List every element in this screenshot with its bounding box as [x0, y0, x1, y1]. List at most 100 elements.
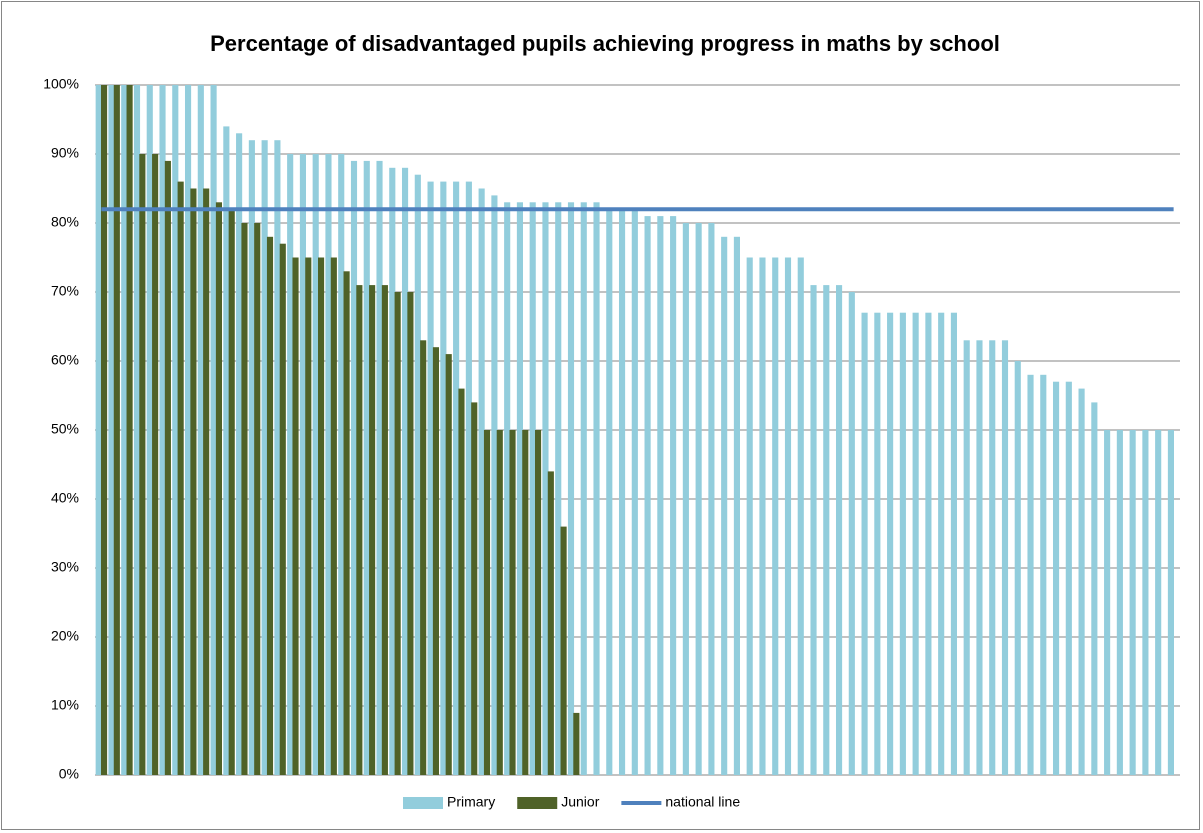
legend-label: Primary — [447, 794, 495, 810]
bar — [1129, 430, 1136, 775]
bar — [287, 154, 294, 775]
bar — [925, 312, 932, 775]
bar — [759, 257, 766, 775]
y-tick-label: 0% — [59, 766, 79, 782]
bar — [733, 236, 741, 776]
bar — [555, 202, 562, 776]
bar — [491, 195, 498, 775]
bar — [215, 202, 223, 776]
bar — [453, 181, 460, 776]
y-tick-label: 60% — [51, 352, 79, 368]
bar — [1104, 430, 1111, 775]
bar — [427, 181, 434, 776]
bar — [938, 312, 945, 775]
bar — [509, 430, 516, 775]
bar — [299, 154, 307, 775]
bar — [343, 271, 350, 775]
bar — [254, 223, 261, 775]
bar — [483, 430, 491, 775]
bar — [534, 430, 542, 775]
bar — [261, 140, 268, 775]
bar — [1091, 402, 1098, 775]
bar — [197, 85, 204, 775]
bar — [121, 85, 128, 775]
bar — [363, 160, 370, 775]
bar — [1116, 430, 1123, 775]
bar — [95, 85, 102, 775]
bar — [159, 85, 166, 775]
bar — [861, 312, 868, 775]
bar — [274, 140, 281, 775]
bar — [465, 181, 472, 776]
bar — [241, 223, 248, 775]
bar — [810, 285, 817, 775]
bar — [381, 285, 388, 775]
chart-title: Percentage of disadvantaged pupils achie… — [210, 31, 1000, 56]
bar — [330, 257, 337, 775]
bar — [317, 257, 325, 775]
bar — [139, 154, 146, 775]
bar — [522, 430, 529, 775]
bar — [350, 160, 358, 775]
bar — [682, 223, 689, 775]
bar — [203, 188, 210, 775]
bar — [644, 216, 651, 776]
bar — [950, 312, 958, 775]
bar — [279, 243, 286, 775]
bar — [529, 202, 536, 776]
bar — [963, 340, 970, 775]
bar — [1040, 374, 1047, 775]
bar — [133, 85, 141, 775]
bar — [1027, 374, 1034, 775]
bar — [458, 388, 465, 775]
bar — [989, 340, 996, 775]
bar — [504, 202, 511, 776]
legend-label: national line — [665, 794, 740, 810]
y-tick-label: 80% — [51, 214, 79, 230]
bar — [440, 181, 447, 776]
y-tick-label: 50% — [51, 421, 79, 437]
bar — [407, 292, 414, 775]
bar — [420, 340, 427, 775]
y-tick-label: 30% — [51, 559, 79, 575]
bar — [1052, 381, 1060, 775]
bar — [606, 209, 613, 775]
bar — [305, 257, 312, 775]
bar — [414, 174, 421, 775]
bar — [356, 285, 363, 775]
y-tick-label: 90% — [51, 145, 79, 161]
bar — [721, 236, 728, 776]
bar — [432, 347, 440, 775]
bar — [146, 85, 153, 775]
bar — [445, 354, 452, 775]
bar — [401, 167, 409, 776]
bar — [389, 167, 396, 776]
bar — [1065, 381, 1072, 775]
y-tick-label: 70% — [51, 283, 79, 299]
bar — [108, 85, 115, 775]
bar — [708, 223, 715, 775]
bar — [190, 188, 197, 775]
bar — [631, 209, 638, 775]
bar — [912, 312, 919, 775]
bar — [835, 285, 843, 775]
bar — [848, 292, 855, 775]
legend-swatch — [517, 797, 558, 809]
bar — [547, 471, 554, 775]
bar — [210, 85, 217, 775]
bar — [874, 312, 881, 775]
bar — [657, 216, 664, 776]
bar — [338, 154, 345, 775]
bar — [496, 430, 503, 775]
bar — [797, 257, 804, 775]
bar — [1014, 361, 1021, 775]
bar — [899, 312, 906, 775]
bar — [567, 202, 575, 776]
bar — [695, 223, 702, 775]
bar — [126, 85, 133, 775]
bar — [471, 402, 478, 775]
bar — [100, 85, 108, 775]
bar — [976, 340, 983, 775]
bar — [184, 85, 192, 775]
